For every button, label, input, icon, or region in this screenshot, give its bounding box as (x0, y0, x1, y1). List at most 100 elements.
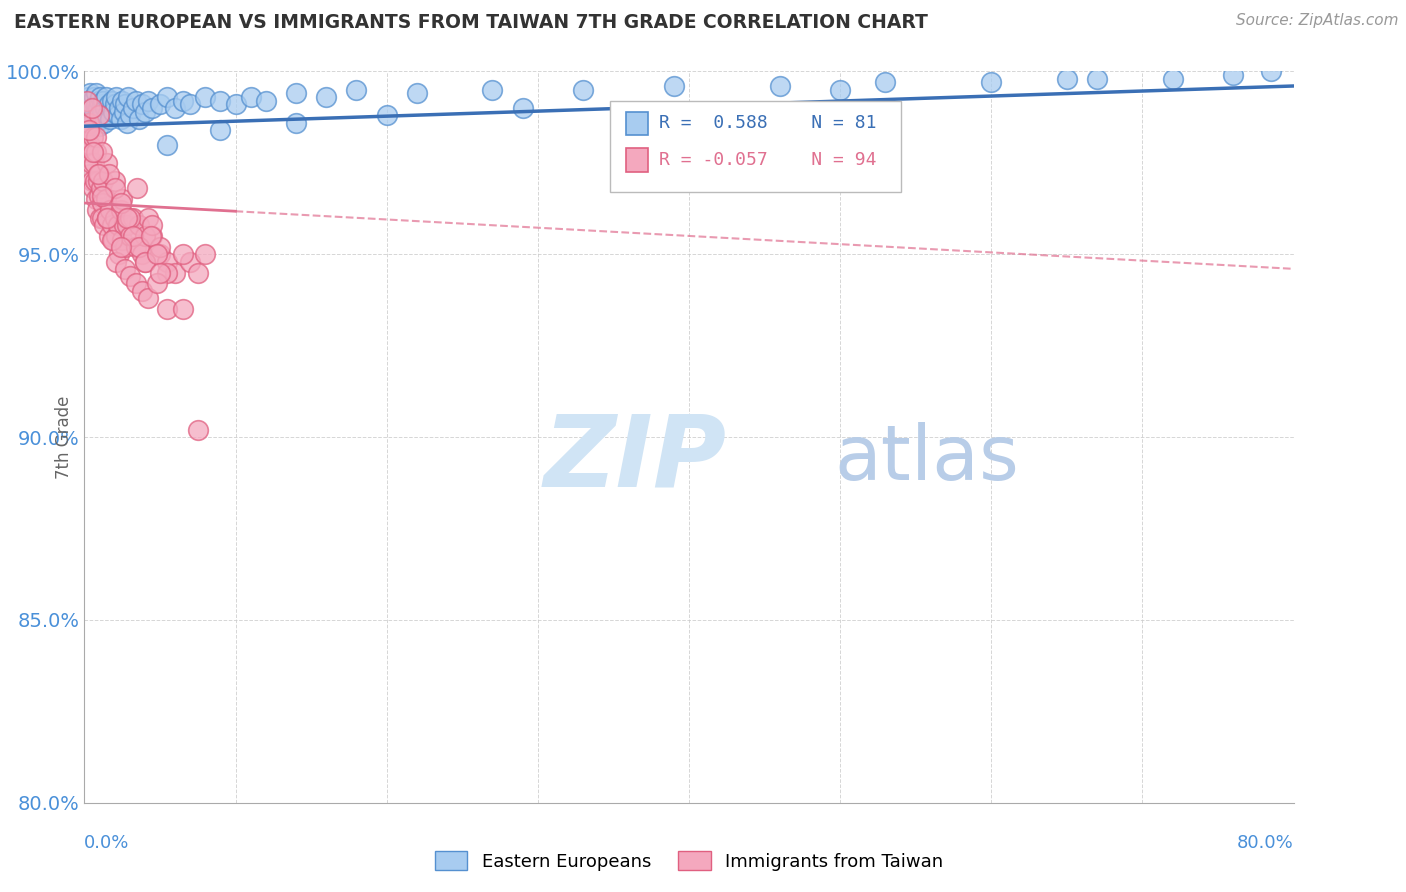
Point (146, 247, 169, 261)
Point (90, 97, 112, 112)
Point (77, 145, 100, 159)
Point (136, 94, 159, 108)
Point (125, 94, 148, 108)
Point (104, 97, 127, 112)
Point (172, 302, 194, 317)
Point (141, 218, 163, 232)
Point (179, 254, 201, 268)
Point (165, 101, 187, 115)
Point (115, 218, 138, 232)
Point (114, 261, 136, 276)
Point (89, 108, 111, 122)
Point (136, 211, 159, 225)
Point (285, 87, 308, 101)
Point (285, 115, 308, 129)
Point (165, 266, 187, 280)
Point (105, 229, 128, 244)
Point (481, 83, 503, 97)
Point (91, 104, 114, 119)
Point (101, 104, 124, 119)
Text: EASTERN EUROPEAN VS IMMIGRANTS FROM TAIWAN 7TH GRADE CORRELATION CHART: EASTERN EUROPEAN VS IMMIGRANTS FROM TAIW… (14, 13, 928, 32)
Point (86, 108, 108, 122)
Text: atlas: atlas (834, 422, 1019, 496)
Point (87, 188, 110, 202)
Point (89, 211, 111, 225)
Point (1161, 71, 1184, 86)
Point (125, 277, 148, 291)
Point (121, 101, 143, 115)
Point (83, 156, 105, 170)
Point (141, 229, 163, 244)
Point (87, 94, 110, 108)
Point (87, 101, 110, 115)
Point (91, 211, 114, 225)
Point (239, 90, 262, 104)
Point (79, 137, 101, 152)
Point (94, 101, 117, 115)
Point (80, 174, 103, 188)
Point (97, 229, 120, 244)
Point (110, 203, 132, 218)
Point (84, 104, 107, 119)
Text: Source: ZipAtlas.com: Source: ZipAtlas.com (1236, 13, 1399, 29)
Text: 80.0%: 80.0% (1237, 834, 1294, 852)
Point (1260, 64, 1282, 78)
Point (134, 104, 156, 119)
Point (134, 229, 156, 244)
Point (77, 120, 100, 134)
Point (118, 211, 141, 225)
Point (91, 174, 114, 188)
Text: ZIP: ZIP (544, 410, 727, 508)
Point (87, 174, 110, 188)
Point (156, 137, 179, 152)
Point (101, 233, 124, 247)
Point (111, 193, 134, 207)
Point (105, 254, 128, 268)
Point (114, 240, 136, 254)
Point (1085, 71, 1108, 86)
Point (82, 94, 104, 108)
Point (1056, 71, 1078, 86)
Y-axis label: 7th Grade: 7th Grade (55, 395, 73, 479)
Point (769, 78, 792, 93)
Point (91, 145, 114, 159)
Point (110, 240, 132, 254)
Point (346, 83, 368, 97)
Point (149, 247, 172, 261)
Point (112, 218, 135, 232)
Point (86, 87, 108, 101)
Point (179, 97, 201, 112)
Point (86, 145, 108, 159)
Point (98, 203, 121, 218)
Point (77, 90, 100, 104)
Point (662, 78, 685, 93)
Point (1222, 68, 1244, 82)
Point (830, 83, 852, 97)
Point (83, 90, 105, 104)
Point (131, 284, 153, 298)
Point (77, 123, 100, 137)
Point (315, 90, 337, 104)
Point (134, 254, 156, 268)
Point (80, 112, 103, 126)
Point (76, 101, 98, 115)
FancyBboxPatch shape (610, 101, 901, 192)
Point (118, 108, 141, 122)
Point (875, 75, 897, 89)
Point (76, 137, 98, 152)
Point (128, 240, 150, 254)
Point (82, 181, 104, 195)
Point (187, 266, 209, 280)
Point (128, 218, 150, 232)
Point (89, 90, 111, 104)
Text: 0.0%: 0.0% (84, 834, 129, 852)
Point (172, 94, 194, 108)
Point (84, 97, 107, 112)
Point (117, 90, 139, 104)
Point (110, 112, 132, 126)
Point (121, 211, 143, 225)
Point (104, 181, 127, 195)
Point (86, 203, 108, 218)
Point (121, 229, 143, 244)
Point (91, 188, 114, 202)
